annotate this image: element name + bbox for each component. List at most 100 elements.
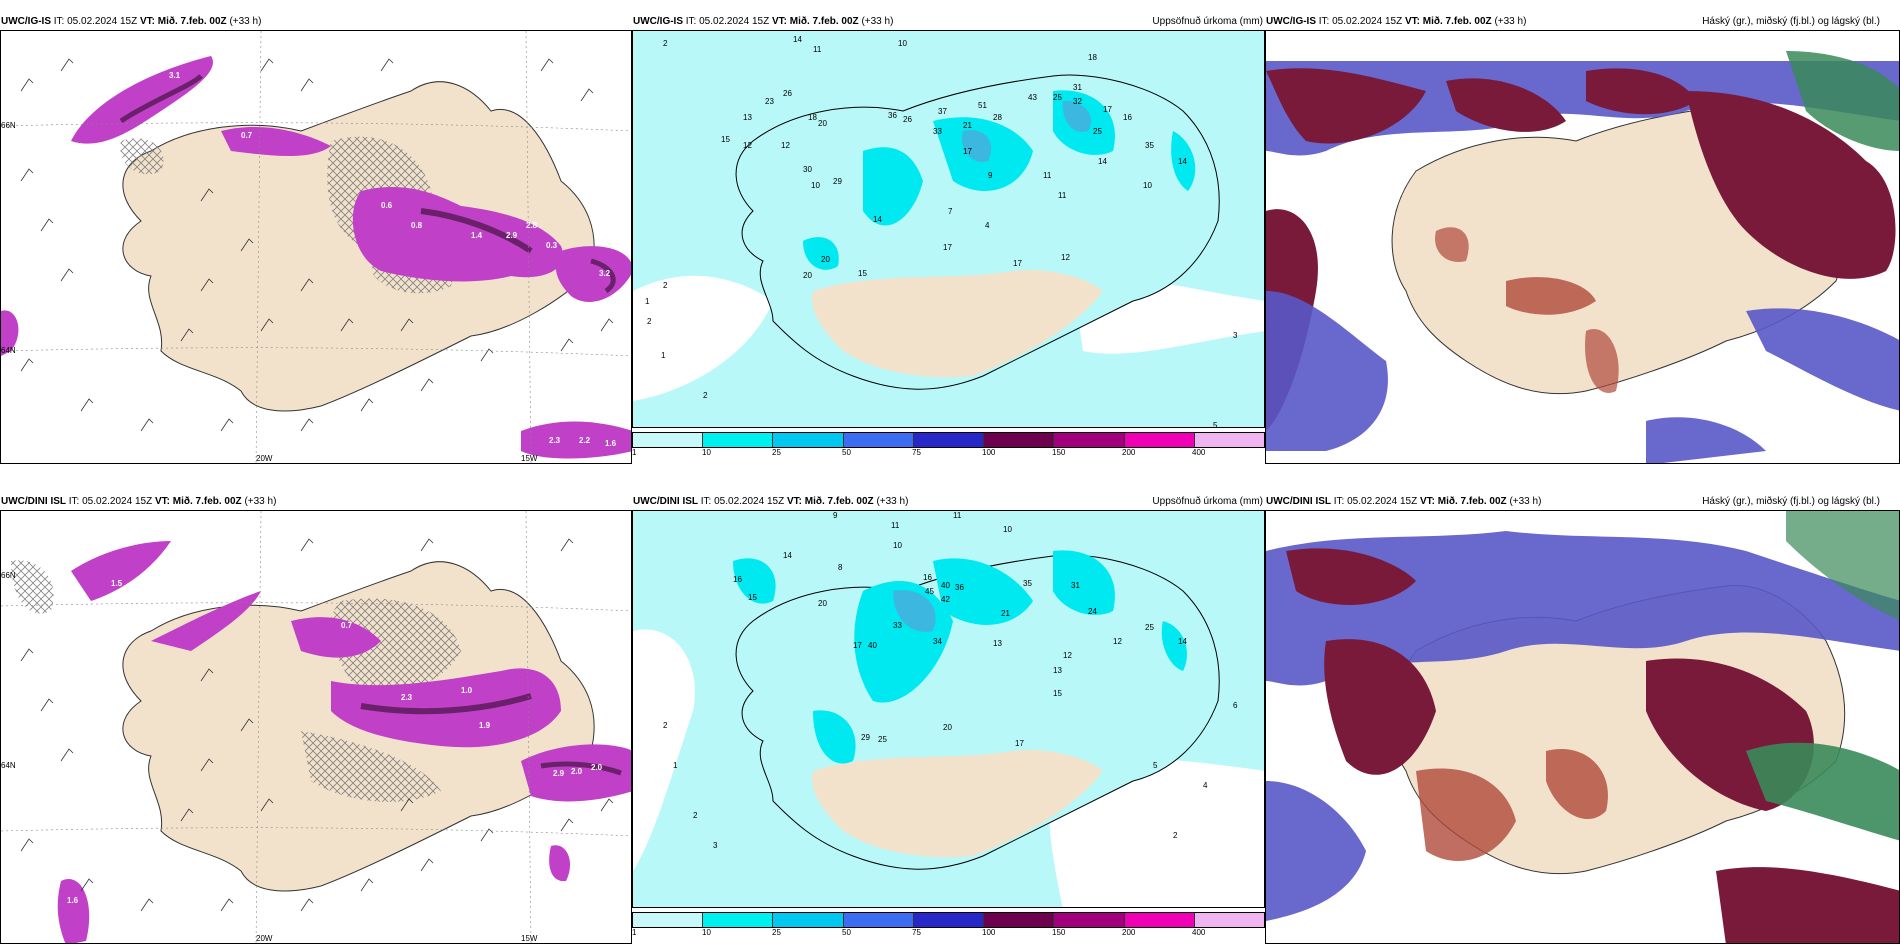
wind-value: 1.0 [461, 686, 473, 695]
panel-title: UWC/DINI ISL IT: 05.02.2024 15Z VT: Mið.… [1265, 494, 1900, 510]
wind-value: 0.7 [241, 131, 253, 140]
lead-time: (+33 h) [229, 16, 262, 27]
wind-barbs [20, 58, 614, 432]
precip-value: 10 [893, 541, 902, 550]
vt-label: VT: [139, 16, 155, 27]
precip-value: 1 [673, 761, 678, 770]
panel-cloud-top: UWC/IG-IS IT: 05.02.2024 15Z VT: Mið. 7.… [1265, 14, 1900, 464]
panel-title: UWC/IG-IS IT: 05.02.2024 15Z VT: Mið. 7.… [1265, 14, 1900, 30]
wind-map[interactable]: 20W 15W 66N 64N 2.4 3.1 0.7 0.6 0.8 1.4 … [0, 30, 632, 464]
colorbar-ticks: 1 10 25 50 75 100 150 200 400 [632, 928, 1265, 940]
lon-label-15w: 15W [521, 454, 538, 463]
precip-value: 10 [898, 39, 907, 48]
model-name: UWC/DINI ISL [633, 496, 698, 507]
precip-value: 7 [948, 207, 953, 216]
precip-value: 11 [813, 45, 822, 54]
colorbar-tick: 150 [1052, 448, 1066, 457]
precip-value: 5 [1213, 421, 1218, 428]
precip-map[interactable]: 2 14 11 10 23 26 13 12 20 18 36 26 37 33… [632, 30, 1265, 428]
precip-value: 15 [748, 593, 757, 602]
precip-value: 17 [943, 243, 952, 252]
precip-value: 12 [1063, 651, 1072, 660]
precip-title: Uppsöfnuð úrkoma (mm) [1152, 16, 1263, 27]
lon-label-15w: 15W [521, 934, 538, 943]
precip-value: 15 [721, 135, 730, 144]
cloud-map[interactable] [1265, 510, 1900, 944]
precip-value: 12 [1113, 637, 1122, 646]
wind-value: 0.8 [411, 221, 423, 230]
wind-barbs [20, 538, 614, 912]
panel-precip-bottom: UWC/DINI ISL IT: 05.02.2024 15Z VT: Mið.… [632, 494, 1265, 944]
wind-map[interactable]: 20W 15W 66N 64N 0.7 1.5 0.7 2.3 1.0 1.9 … [0, 510, 632, 944]
colorbar-tick: 50 [842, 448, 851, 457]
precip-value: 10 [811, 181, 820, 190]
precip-value: 30 [803, 165, 812, 174]
vt-label: VT: [154, 496, 170, 507]
precip-value: 14 [873, 215, 882, 224]
precip-value: 6 [1233, 701, 1238, 710]
wind-value: 2.3 [549, 436, 561, 445]
precip-value: 17 [1103, 105, 1112, 114]
colorbar-tick: 10 [702, 928, 711, 937]
precip-map[interactable]: 9 11 11 10 8 14 16 10 15 20 16 45 36 40 … [632, 510, 1265, 908]
colorbar-tick: 150 [1052, 928, 1066, 937]
cloud-map[interactable] [1265, 30, 1900, 464]
precip-value: 29 [861, 733, 870, 742]
wind-value: 2.9 [553, 769, 565, 778]
precip-value: 3 [1233, 331, 1238, 340]
wind-value: 1.4 [471, 231, 483, 240]
init-time: IT: 05.02.2024 15Z [685, 16, 770, 27]
precip-value: 13 [1053, 666, 1062, 675]
precip-value: 14 [1178, 157, 1187, 166]
precip-value: 36 [955, 583, 964, 592]
lead-time: (+33 h) [1509, 496, 1542, 507]
wind-value: 1.5 [111, 579, 123, 588]
init-time: IT: 05.02.2024 15Z [68, 496, 153, 507]
panel-wind-top: UWC/IG-IS IT: 05.02.2024 15Z VT: Mið. 7.… [0, 14, 632, 464]
precip-value: 9 [988, 171, 993, 180]
colorbar-tick: 1 [632, 448, 637, 457]
precip-value: 45 [925, 587, 934, 596]
model-name: UWC/IG-IS [633, 16, 683, 27]
precip-value: 25 [1145, 623, 1154, 632]
wind-map-svg [1, 511, 631, 943]
precip-value: 20 [803, 271, 812, 280]
precip-value: 14 [783, 551, 792, 560]
colorbar-tick: 200 [1122, 448, 1136, 457]
colorbar-tick: 100 [982, 928, 996, 937]
precip-value: 33 [893, 621, 902, 630]
precip-value: 31 [1071, 581, 1080, 590]
precip-value: 25 [1093, 127, 1102, 136]
lon-label-20w: 20W [256, 934, 273, 943]
wind-value: 3.2 [599, 269, 611, 278]
wind-value: 0.3 [546, 241, 558, 250]
wind-value: 2.4 [146, 67, 158, 76]
precip-value: 11 [953, 511, 962, 520]
precip-value: 14 [793, 35, 802, 44]
precip-value: 33 [933, 127, 942, 136]
precip-colorbar [632, 912, 1265, 928]
colorbar-ticks: 1 10 25 50 75 100 150 200 400 [632, 448, 1265, 460]
wind-value: 1.6 [67, 896, 79, 905]
precip-value: 13 [743, 113, 752, 122]
precip-value: 4 [1203, 781, 1208, 790]
cloud-title: Háský (gr.), miðský (fj.bl.) og lágský (… [1702, 496, 1880, 507]
colorbar-tick: 75 [912, 928, 921, 937]
precip-value: 36 [888, 111, 897, 120]
panel-title: UWC/IG-IS IT: 05.02.2024 15Z VT: Mið. 7.… [0, 14, 632, 30]
colorbar-tick: 100 [982, 448, 996, 457]
precip-value: 21 [963, 121, 972, 130]
precip-value: 15 [858, 269, 867, 278]
precip-value: 4 [985, 221, 990, 230]
panel-title: UWC/IG-IS IT: 05.02.2024 15Z VT: Mið. 7.… [632, 14, 1265, 30]
precip-value: 15 [1053, 689, 1062, 698]
precip-value: 28 [993, 113, 1002, 122]
wind-value: 2.2 [579, 436, 591, 445]
precip-value: 20 [818, 119, 827, 128]
precip-value: 40 [868, 641, 877, 650]
precip-value: 34 [933, 637, 942, 646]
colorbar-tick: 25 [772, 448, 781, 457]
model-name: UWC/IG-IS [1266, 16, 1316, 27]
precip-value: 17 [853, 641, 862, 650]
precip-value: 42 [941, 595, 950, 604]
